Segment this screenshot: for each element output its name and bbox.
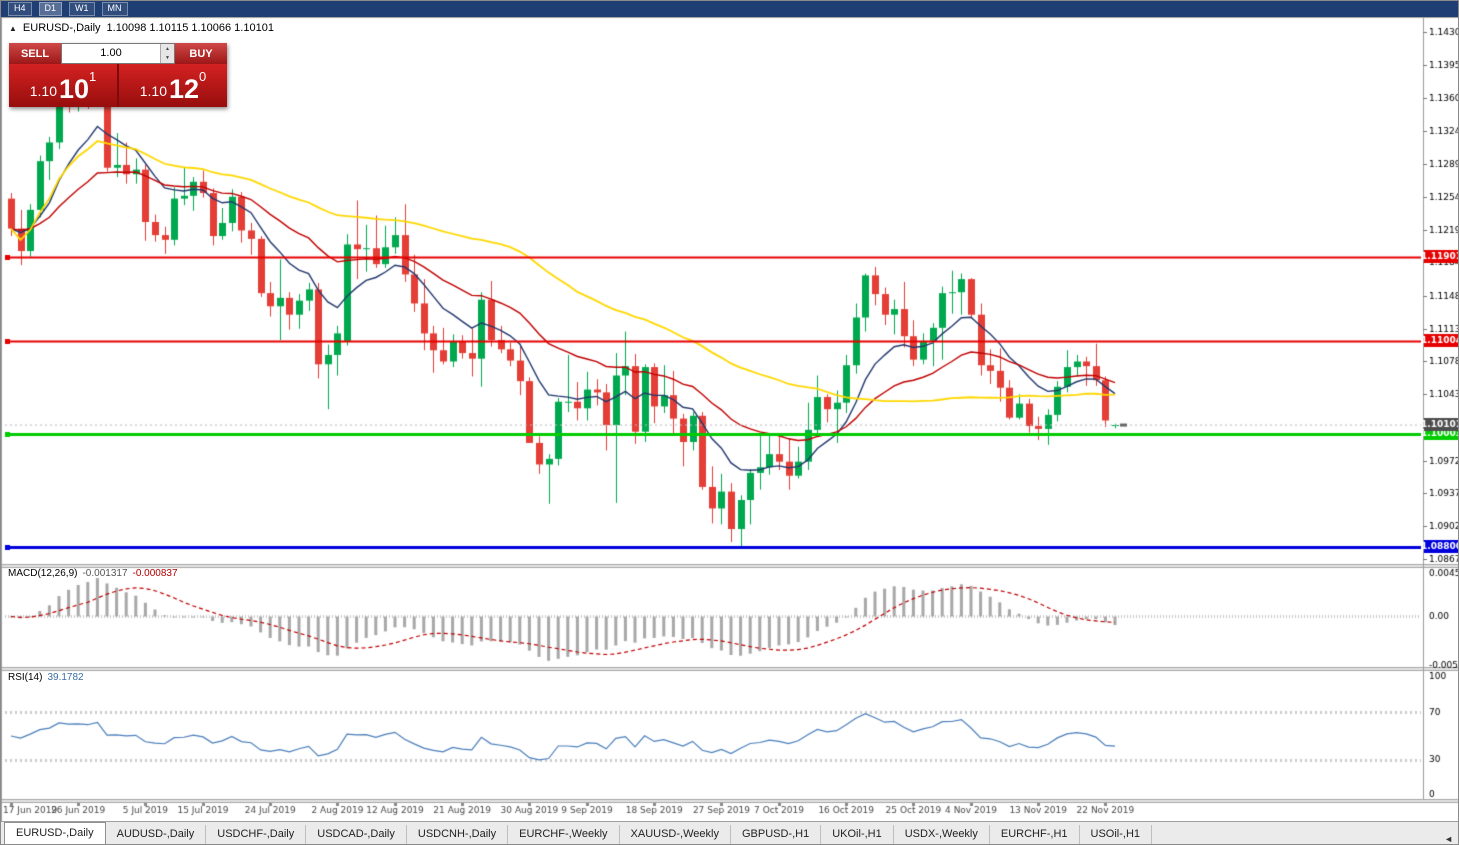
tab-usdx-weekly[interactable]: USDX-,Weekly (893, 825, 990, 844)
tab-scroll-left-icon[interactable]: ◄ (1444, 834, 1453, 844)
tab-usoil-h1[interactable]: USOil-,H1 (1079, 825, 1153, 844)
one-click-trading-panel: SELL 1.00 ▲ ▼ BUY 1.10 10 1 1.10 12 0 (9, 43, 227, 107)
tab-usdcad-daily[interactable]: USDCAD-,Daily (306, 825, 407, 844)
volume-value[interactable]: 1.00 (100, 47, 122, 59)
period-button-d1[interactable]: D1 (38, 2, 63, 16)
period-button-h4[interactable]: H4 (8, 2, 32, 16)
buy-price-display[interactable]: 1.10 12 0 (119, 64, 227, 107)
tab-audusd-daily[interactable]: AUDUSD-,Daily (105, 825, 207, 844)
sell-price-display[interactable]: 1.10 10 1 (9, 64, 117, 107)
macd-main-value: -0.001317 (82, 568, 128, 579)
macd-name: MACD(12,26,9) (8, 568, 78, 579)
sell-price-pips: 10 (58, 74, 90, 104)
chart-symbol-title: EURUSD-,Daily (22, 22, 101, 34)
volume-spinner: ▲ ▼ (160, 44, 174, 63)
volume-up-icon[interactable]: ▲ (161, 44, 174, 54)
tab-ukoil-h1[interactable]: UKOil-,H1 (821, 825, 894, 844)
macd-signal-value: -0.000837 (132, 568, 178, 579)
trade-panel-price-row: 1.10 10 1 1.10 12 0 (9, 64, 227, 107)
rsi-indicator-label: RSI(14) 39.1782 (8, 672, 84, 683)
chart-tab-bar: EURUSD-,Daily AUDUSD-,Daily USDCHF-,Dail… (1, 821, 1458, 844)
tab-eurusd-daily[interactable]: EURUSD-,Daily (4, 822, 106, 844)
period-button-w1[interactable]: W1 (69, 2, 95, 16)
rsi-name: RSI(14) (8, 672, 43, 683)
tab-usdcnh-daily[interactable]: USDCNH-,Daily (406, 825, 509, 844)
period-toolbar: H4 D1 W1 MN (1, 1, 1458, 17)
buy-price-pips: 12 (168, 74, 200, 104)
period-button-mn[interactable]: MN (101, 2, 128, 16)
sell-button[interactable]: SELL (9, 43, 61, 64)
tab-usdchf-daily[interactable]: USDCHF-,Daily (206, 825, 307, 844)
tab-gbpusd-h1[interactable]: GBPUSD-,H1 (730, 825, 822, 844)
tab-eurchf-weekly[interactable]: EURCHF-,Weekly (508, 825, 620, 844)
volume-input[interactable]: 1.00 ▲ ▼ (61, 43, 175, 64)
buy-price-point: 0 (199, 69, 207, 84)
one-click-panel-toggle-icon[interactable]: ▲ (9, 23, 17, 33)
price-chart-canvas[interactable] (1, 17, 1458, 823)
buy-price-base: 1.10 (139, 83, 167, 99)
buy-button[interactable]: BUY (175, 43, 227, 64)
chart-ohlc-values: 1.10098 1.10115 1.10066 1.10101 (106, 22, 274, 34)
trade-panel-top-row: SELL 1.00 ▲ ▼ BUY (9, 43, 227, 64)
sell-price-point: 1 (89, 69, 97, 84)
ohlc-info-line: ▲ EURUSD-,Daily 1.10098 1.10115 1.10066 … (9, 22, 274, 34)
sell-price-base: 1.10 (29, 83, 57, 99)
tab-xauusd-weekly[interactable]: XAUUSD-,Weekly (619, 825, 731, 844)
tab-eurchf-h1[interactable]: EURCHF-,H1 (989, 825, 1080, 844)
rsi-value: 39.1782 (47, 672, 84, 683)
volume-down-icon[interactable]: ▼ (161, 53, 174, 63)
macd-indicator-label: MACD(12,26,9) -0.001317 -0.000837 (8, 568, 178, 579)
